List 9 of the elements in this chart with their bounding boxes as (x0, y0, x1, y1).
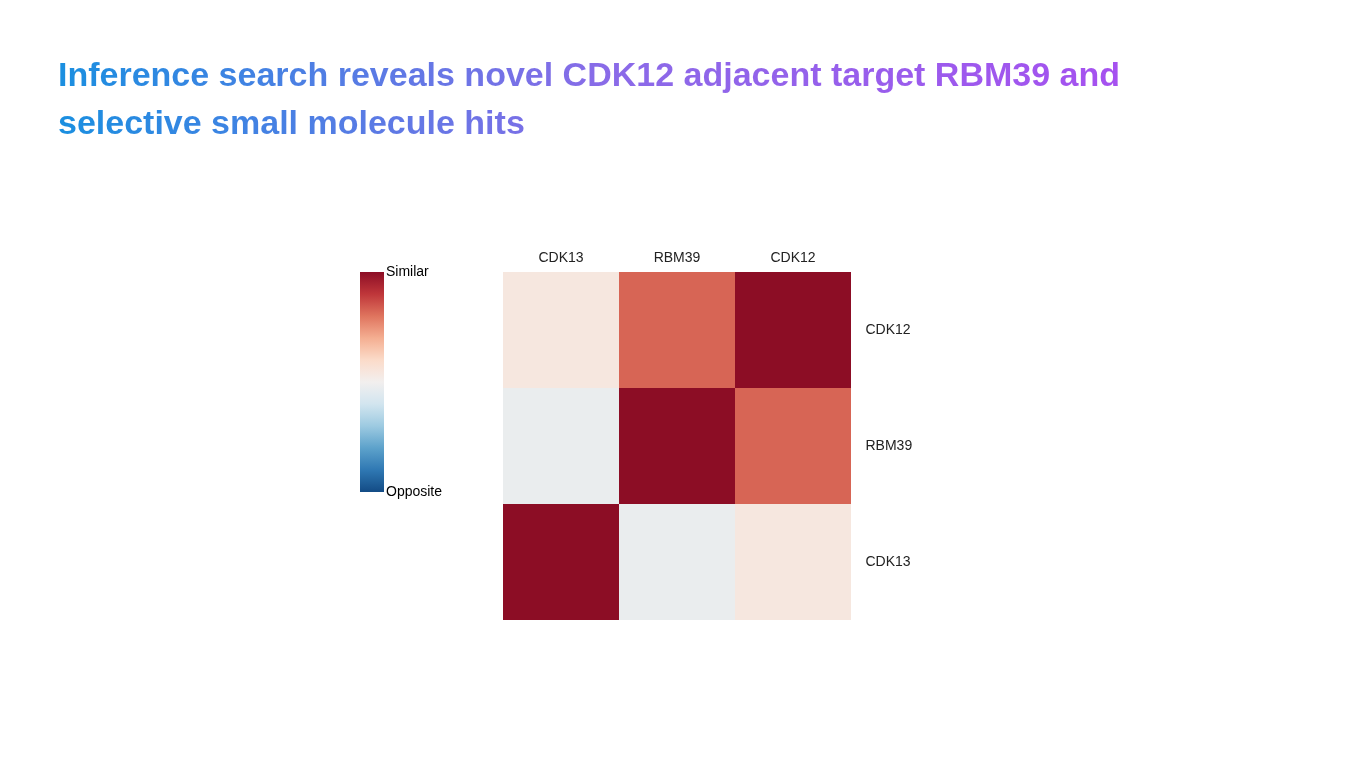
color-bar-label: Similar (386, 263, 430, 279)
y-tick-label: CDK13 (865, 553, 911, 569)
y-tick-label: RBM39 (865, 437, 913, 453)
chart-title: Inference search reveals novel CDK12 adjacent target RBM39 and selective small molecule hits (58, 50, 1158, 146)
x-tick-label: CDK13 (538, 248, 584, 265)
x-tick-label: RBM39 (653, 248, 701, 265)
x-tick-label: CDK12 (770, 248, 816, 265)
color-bar-label: Opposite (386, 483, 443, 499)
y-tick-label: CDK12 (865, 321, 911, 337)
